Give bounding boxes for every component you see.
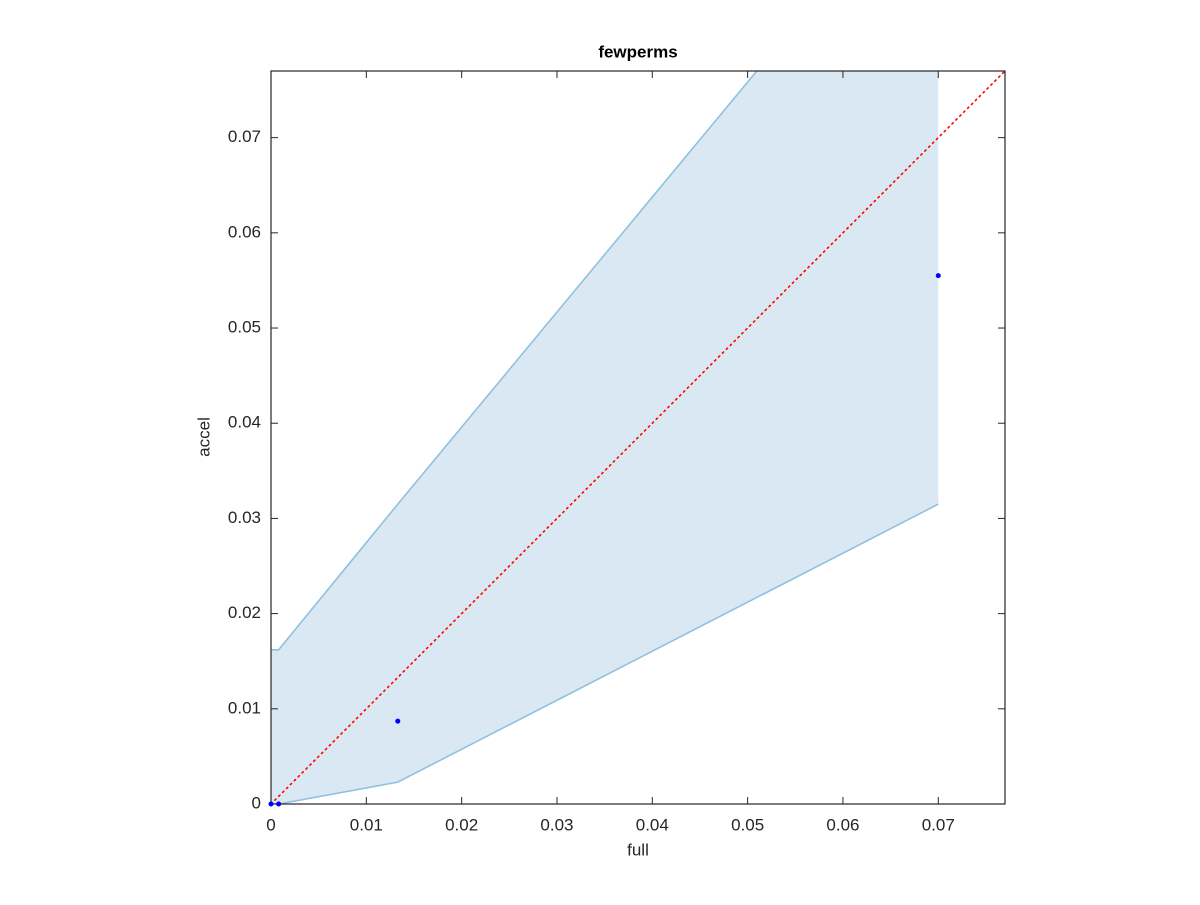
- x-tick-label: 0.07: [922, 815, 955, 834]
- y-tick-label: 0: [252, 793, 261, 812]
- y-tick-label: 0.03: [228, 508, 261, 527]
- reference-line: [271, 71, 1005, 804]
- x-tick-label: 0.02: [445, 815, 478, 834]
- axes-layer: 0 0.01 0.02 0.03 0.04 0.05 0.06 0.07 0 0.01 0.02 0.…: [228, 70, 1006, 834]
- y-tick-label: 0.04: [228, 413, 261, 432]
- x-tick-label: 0.01: [350, 815, 383, 834]
- x-tick-label: 0.06: [826, 815, 859, 834]
- data-point: [935, 273, 941, 279]
- plot-layer: [271, 71, 1005, 804]
- x-tick-label: 0.04: [636, 815, 669, 834]
- x-tick-label: 0.05: [731, 815, 764, 834]
- y-tick-label: 0.05: [228, 318, 261, 337]
- x-tick-label: 0: [266, 815, 275, 834]
- y-tick-label: 0.02: [228, 603, 261, 622]
- x-axis-label: full: [627, 840, 649, 859]
- y-axis-label: accel: [194, 417, 213, 457]
- data-point: [276, 801, 282, 807]
- band-lower-edge: [271, 503, 939, 804]
- y-tick-label: 0.06: [228, 222, 261, 241]
- x-tick-label: 0.03: [540, 815, 573, 834]
- data-point: [268, 801, 274, 807]
- chart-title: fewperms: [598, 42, 677, 61]
- band-upper-edge: [271, 71, 758, 651]
- axes-box: [270, 70, 1006, 805]
- data-point: [395, 718, 401, 724]
- y-tick-label: 0.01: [228, 698, 261, 717]
- y-tick-label: 0.07: [228, 127, 261, 146]
- confidence-band: [271, 71, 939, 804]
